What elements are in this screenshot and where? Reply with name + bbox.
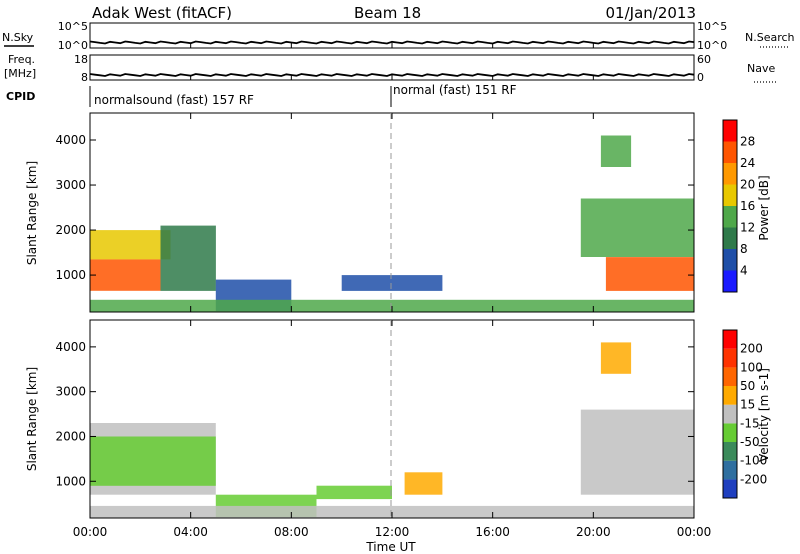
colorbar-swatch: [723, 460, 737, 480]
heatmap-region: [90, 505, 694, 518]
heatmap-region: [600, 342, 632, 374]
cpid-segment-2: normal (fast) 151 RF: [393, 83, 517, 97]
colorbar-tick-label: 16: [740, 199, 755, 213]
heatmap-region: [605, 257, 694, 291]
y-tick-label: 2000: [55, 223, 86, 237]
x-tick-label: 00:00: [677, 525, 712, 539]
velocity-colorbar-label: Velocity [m s-1]: [757, 368, 771, 462]
y-tick-label: 3000: [55, 385, 86, 399]
cpid-label: CPID: [6, 90, 35, 103]
colorbar-swatch: [723, 163, 737, 185]
colorbar-tick-label: -200: [740, 472, 767, 486]
freq-tick-high: 18: [74, 53, 88, 66]
heatmap-region: [90, 436, 216, 486]
colorbar-tick-label: 12: [740, 221, 755, 235]
nsearch-tick-low: 10^0: [697, 39, 727, 52]
nsky-tick-low: 10^0: [58, 39, 88, 52]
y-tick-label: 2000: [55, 429, 86, 443]
colorbar-swatch: [723, 120, 737, 142]
colorbar-swatch: [723, 348, 737, 368]
colorbar-swatch: [723, 141, 737, 163]
freq-label-line1: Freq.: [8, 53, 35, 66]
heatmap-region: [580, 409, 695, 495]
y-tick-label: 1000: [55, 268, 86, 282]
colorbar-tick-label: 15: [740, 398, 755, 412]
date-title: 01/Jan/2013: [606, 4, 697, 22]
heatmap-region: [90, 259, 161, 291]
beam-title: Beam 18: [354, 4, 421, 22]
freq-label-line2: [MHz]: [4, 67, 36, 80]
colorbar-swatch: [723, 270, 737, 292]
x-tick-label: 20:00: [576, 525, 611, 539]
x-tick-label: 00:00: [73, 525, 108, 539]
cpid-segment-1: normalsound (fast) 157 RF: [94, 93, 254, 107]
colorbar-swatch: [723, 386, 737, 405]
noise-panel: N.Sky 10^5 10^0 10^5 10^0 N.Search: [2, 20, 795, 52]
nsky-label: N.Sky: [2, 31, 34, 44]
power-y-axis-label: Slant Range [km]: [25, 161, 39, 265]
x-axis-label: Time UT: [365, 540, 416, 554]
colorbar-swatch: [723, 227, 737, 249]
freq-tick-low: 8: [81, 71, 88, 84]
y-tick-label: 4000: [55, 340, 86, 354]
colorbar-swatch: [723, 404, 737, 424]
nave-tick-low: 0: [697, 71, 704, 84]
power-colorbar: 4 8 12 16 20 24 28: [722, 119, 755, 293]
colorbar-tick-label: -100: [740, 454, 767, 468]
colorbar-tick-label: -15: [740, 416, 760, 430]
x-tick-label: 08:00: [274, 525, 309, 539]
velocity-colorbar: 200 100 50 15 -15 -50 -100 -200: [722, 329, 767, 499]
y-tick-label: 1000: [55, 474, 86, 488]
velocity-panel: 1000 2000 3000 4000: [55, 319, 695, 519]
nave-tick-high: 60: [697, 53, 711, 66]
colorbar-swatch: [723, 184, 737, 206]
colorbar-tick-label: 50: [740, 379, 755, 393]
power-panel: 1000 2000 3000 4000: [55, 112, 695, 313]
y-tick-label: 4000: [55, 133, 86, 147]
colorbar-swatch: [723, 479, 737, 498]
velocity-y-axis-label: Slant Range [km]: [25, 367, 39, 471]
heatmap-region: [316, 485, 392, 500]
heatmap-region: [341, 275, 443, 291]
colorbar-tick-label: 100: [740, 360, 763, 374]
colorbar-tick-label: 24: [740, 156, 755, 170]
colorbar-tick-label: 20: [740, 178, 755, 192]
x-tick-label: 04:00: [173, 525, 208, 539]
colorbar-tick-label: 200: [740, 342, 763, 356]
colorbar-swatch: [723, 249, 737, 271]
colorbar-swatch: [723, 442, 737, 461]
colorbar-tick-label: 28: [740, 135, 755, 149]
nave-label: Nave: [747, 62, 775, 75]
nsky-tick-high: 10^5: [58, 20, 88, 33]
heatmap-region: [90, 230, 171, 260]
station-title: Adak West (fitACF): [92, 4, 232, 22]
colorbar-swatch: [723, 206, 737, 228]
freq-panel: Freq. [MHz] 18 8 60 0 Nave: [4, 53, 776, 84]
y-tick-label: 3000: [55, 178, 86, 192]
colorbar-swatch: [723, 423, 737, 442]
heatmap-region: [90, 299, 694, 312]
colorbar-tick-label: 8: [740, 242, 748, 256]
x-tick-label: 16:00: [475, 525, 510, 539]
heatmap-region: [404, 472, 443, 495]
colorbar-swatch: [723, 330, 737, 349]
nsearch-label: N.Search: [745, 31, 795, 44]
colorbar-tick-label: -50: [740, 435, 760, 449]
cpid-panel: CPID normalsound (fast) 157 RF normal (f…: [6, 83, 517, 107]
heatmap-region: [160, 225, 216, 291]
colorbar-swatch: [723, 367, 737, 386]
heatmap-region: [580, 198, 695, 257]
nsearch-tick-high: 10^5: [697, 20, 727, 33]
x-tick-label: 12:00: [375, 525, 410, 539]
heatmap-region: [600, 135, 632, 167]
power-colorbar-label: Power [dB]: [757, 175, 771, 240]
colorbar-tick-label: 4: [740, 264, 748, 278]
